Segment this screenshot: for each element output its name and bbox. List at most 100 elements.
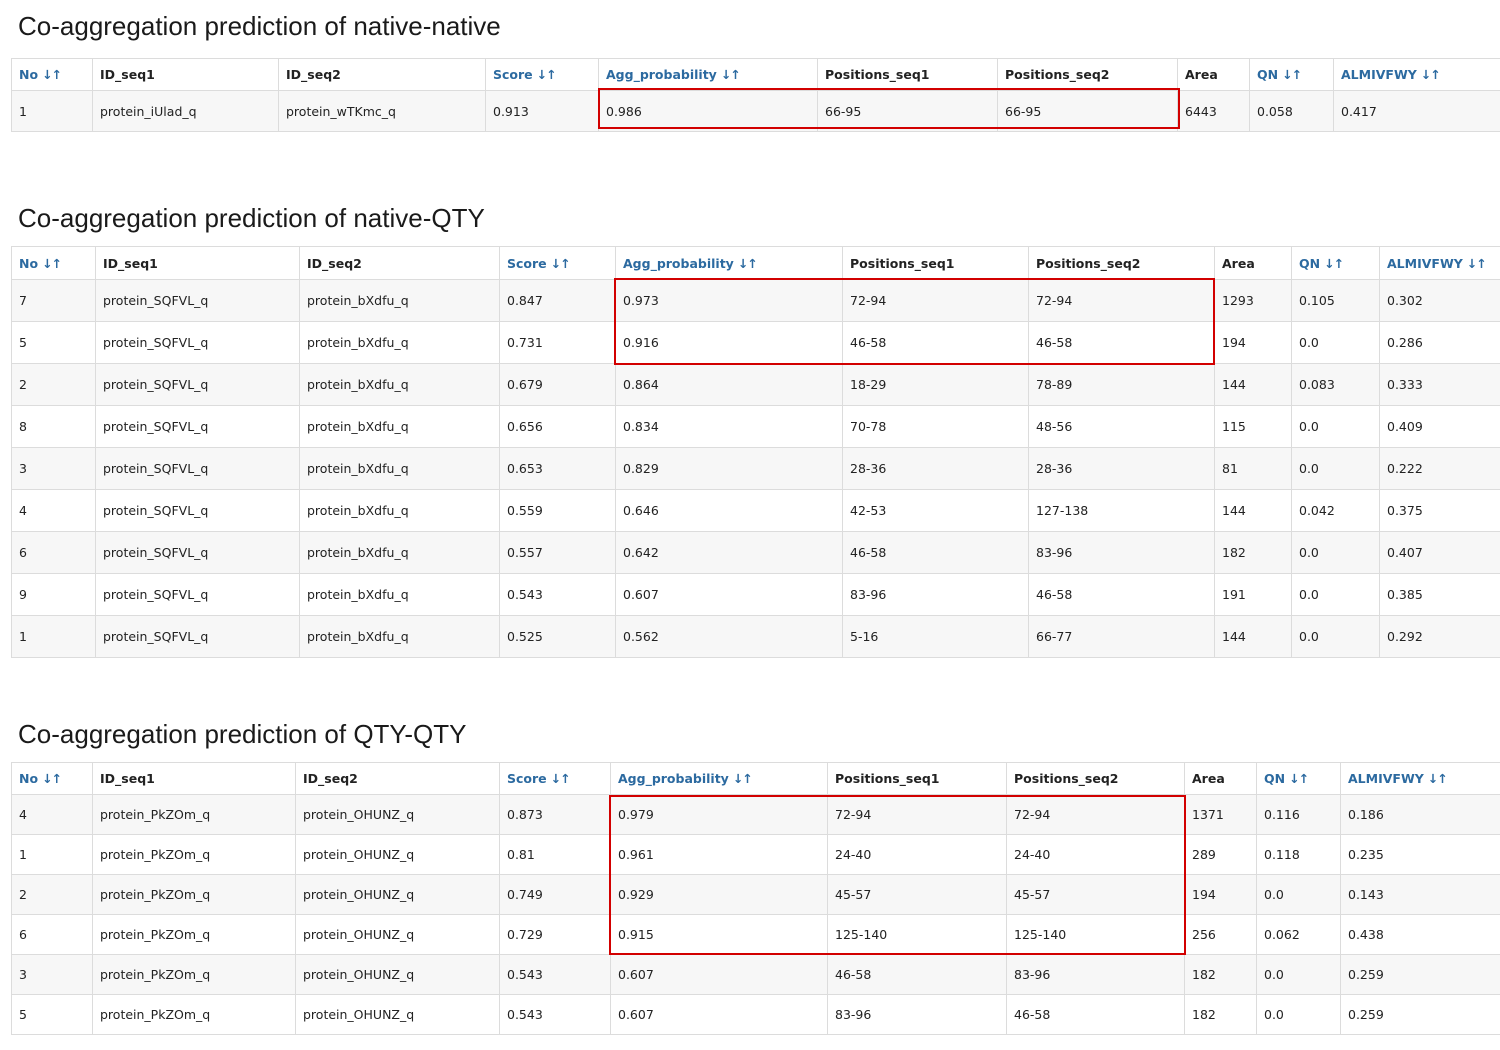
column-header-positions-seq1: Positions_seq1 <box>817 58 998 91</box>
sort-arrows-icon[interactable]: ↓↑ <box>42 255 62 271</box>
cell-id-seq2: protein_bXdfu_q <box>299 573 500 616</box>
cell-agg-probability: 0.973 <box>615 279 843 322</box>
column-header-positions-seq1: Positions_seq1 <box>842 246 1029 280</box>
sort-arrows-icon[interactable]: ↓↑ <box>732 771 753 786</box>
cell-positions-seq2: 46-58 <box>1028 573 1215 616</box>
sort-arrows-icon[interactable]: ↓↑ <box>720 67 741 82</box>
cell-almivfwy: 0.259 <box>1340 954 1500 995</box>
cell-no: 1 <box>11 615 96 658</box>
column-header-qn[interactable]: QN ↓↑ <box>1291 246 1380 280</box>
column-header-agg-probability[interactable]: Agg_probability ↓↑ <box>615 246 843 280</box>
table-header-row: No ↓↑ ID_seq1 ID_seq2 Score ↓↑ Agg_probabi… <box>11 246 1500 280</box>
sort-arrows-icon[interactable]: ↓↑ <box>550 255 571 271</box>
sort-arrows-icon[interactable]: ↓↑ <box>1282 67 1302 82</box>
sort-arrows-icon[interactable]: ↓↑ <box>1289 771 1309 786</box>
cell-positions-seq1: 5-16 <box>842 615 1029 658</box>
cell-positions-seq1: 70-78 <box>842 405 1029 448</box>
sort-arrows-icon[interactable]: ↓↑ <box>550 771 571 786</box>
cell-positions-seq2: 83-96 <box>1006 954 1185 995</box>
cell-agg-probability: 0.607 <box>610 994 828 1035</box>
column-header-agg-probability[interactable]: Agg_probability ↓↑ <box>598 58 818 91</box>
cell-positions-seq1: 72-94 <box>842 279 1029 322</box>
cell-area: 1293 <box>1214 279 1292 322</box>
cell-no: 6 <box>11 914 93 955</box>
column-header-no[interactable]: No ↓↑ <box>11 762 93 795</box>
cell-id-seq2: protein_OHUNZ_q <box>295 874 500 915</box>
cell-no: 4 <box>11 794 93 835</box>
column-header-almivfwy[interactable]: ALMIVFWY ↓↑ <box>1379 246 1500 280</box>
column-header-positions-seq2: Positions_seq2 <box>997 58 1178 91</box>
cell-agg-probability: 0.829 <box>615 447 843 490</box>
cell-no: 2 <box>11 363 96 406</box>
cell-score: 0.749 <box>499 874 611 915</box>
cell-positions-seq1: 28-36 <box>842 447 1029 490</box>
cell-qn: 0.0 <box>1291 405 1380 448</box>
cell-id-seq2: protein_OHUNZ_q <box>295 914 500 955</box>
sort-arrows-icon[interactable]: ↓↑ <box>42 67 62 82</box>
column-header-no[interactable]: No ↓↑ <box>11 58 93 91</box>
cell-almivfwy: 0.333 <box>1379 363 1500 406</box>
table-row: 5 protein_SQFVL_q protein_bXdfu_q 0.731 0.91… <box>11 321 1500 364</box>
cell-almivfwy: 0.385 <box>1379 573 1500 616</box>
column-header-almivfwy[interactable]: ALMIVFWY ↓↑ <box>1333 58 1500 91</box>
cell-qn: 0.058 <box>1249 90 1334 132</box>
table-row: 6 protein_SQFVL_q protein_bXdfu_q 0.557 0.64… <box>11 531 1500 574</box>
cell-no: 8 <box>11 405 96 448</box>
column-header-area: Area <box>1214 246 1292 280</box>
cell-id-seq2: protein_bXdfu_q <box>299 321 500 364</box>
cell-qn: 0.116 <box>1256 794 1341 835</box>
cell-id-seq1: protein_SQFVL_q <box>95 447 300 490</box>
cell-no: 1 <box>11 90 93 132</box>
cell-positions-seq2: 83-96 <box>1028 531 1215 574</box>
cell-agg-probability: 0.916 <box>615 321 843 364</box>
sort-arrows-icon[interactable]: ↓↑ <box>1427 771 1448 786</box>
cell-agg-probability: 0.607 <box>610 954 828 995</box>
table-row: 4 protein_SQFVL_q protein_bXdfu_q 0.559 0.64… <box>11 489 1500 532</box>
cell-positions-seq1: 18-29 <box>842 363 1029 406</box>
cell-agg-probability: 0.986 <box>598 90 818 132</box>
cell-positions-seq1: 45-57 <box>827 874 1007 915</box>
cell-id-seq1: protein_PkZOm_q <box>92 954 296 995</box>
cell-qn: 0.083 <box>1291 363 1380 406</box>
sort-arrows-icon[interactable]: ↓↑ <box>42 771 62 786</box>
cell-almivfwy: 0.286 <box>1379 321 1500 364</box>
column-header-agg-probability[interactable]: Agg_probability ↓↑ <box>610 762 828 795</box>
cell-no: 3 <box>11 954 93 995</box>
cell-area: 115 <box>1214 405 1292 448</box>
column-header-qn[interactable]: QN ↓↑ <box>1256 762 1341 795</box>
column-header-no[interactable]: No ↓↑ <box>11 246 96 280</box>
sort-arrows-icon[interactable]: ↓↑ <box>1324 255 1344 271</box>
cell-area: 144 <box>1214 615 1292 658</box>
cell-id-seq2: protein_bXdfu_q <box>299 279 500 322</box>
sort-arrows-icon[interactable]: ↓↑ <box>536 67 557 82</box>
column-header-almivfwy[interactable]: ALMIVFWY ↓↑ <box>1340 762 1500 795</box>
column-header-area: Area <box>1177 58 1250 91</box>
column-header-area: Area <box>1184 762 1257 795</box>
cell-id-seq1: protein_SQFVL_q <box>95 321 300 364</box>
cell-score: 0.653 <box>499 447 616 490</box>
cell-positions-seq1: 42-53 <box>842 489 1029 532</box>
cell-agg-probability: 0.864 <box>615 363 843 406</box>
cell-id-seq2: protein_OHUNZ_q <box>295 834 500 875</box>
column-header-score[interactable]: Score ↓↑ <box>499 762 611 795</box>
cell-almivfwy: 0.302 <box>1379 279 1500 322</box>
column-header-score[interactable]: Score ↓↑ <box>499 246 616 280</box>
cell-positions-seq1: 72-94 <box>827 794 1007 835</box>
cell-id-seq1: protein_PkZOm_q <box>92 994 296 1035</box>
sort-arrows-icon[interactable]: ↓↑ <box>737 255 758 271</box>
cell-id-seq2: protein_OHUNZ_q <box>295 994 500 1035</box>
cell-almivfwy: 0.438 <box>1340 914 1500 955</box>
column-header-score[interactable]: Score ↓↑ <box>485 58 599 91</box>
sort-arrows-icon[interactable]: ↓↑ <box>1420 67 1441 82</box>
cell-area: 182 <box>1184 954 1257 995</box>
cell-id-seq2: protein_bXdfu_q <box>299 531 500 574</box>
cell-no: 9 <box>11 573 96 616</box>
cell-agg-probability: 0.961 <box>610 834 828 875</box>
cell-area: 6443 <box>1177 90 1250 132</box>
column-header-qn[interactable]: QN ↓↑ <box>1249 58 1334 91</box>
sort-arrows-icon[interactable]: ↓↑ <box>1466 255 1487 271</box>
cell-qn: 0.0 <box>1256 954 1341 995</box>
cell-score: 0.847 <box>499 279 616 322</box>
cell-positions-seq2: 127-138 <box>1028 489 1215 532</box>
cell-no: 1 <box>11 834 93 875</box>
